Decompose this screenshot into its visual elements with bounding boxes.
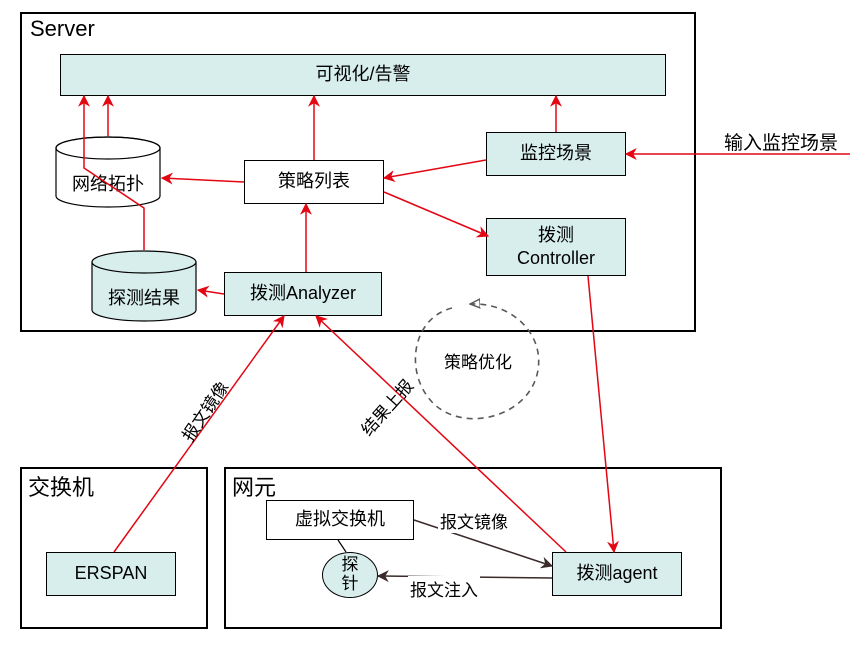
edge-label-inject: 报文注入 (408, 576, 480, 601)
analyzer-node: 拨测Analyzer (224, 272, 382, 316)
result-cylinder: 探测结果 (90, 250, 198, 322)
topology-label: 网络拓扑 (54, 170, 162, 196)
dashed-loop-label: 策略优化 (444, 348, 512, 373)
vswitch-node-label: 虚拟交换机 (295, 508, 385, 531)
monitor-node: 监控场景 (486, 132, 626, 176)
policy-node: 策略列表 (244, 160, 384, 204)
viz-node-label: 可视化/告警 (315, 63, 410, 86)
analyzer-node-label: 拨测Analyzer (250, 282, 356, 305)
switch-label: 交换机 (28, 470, 94, 502)
edge-label-mirror1: 报文镜像 (175, 375, 234, 445)
edge-label-mirror2: 报文镜像 (438, 508, 510, 533)
erspan-node-label: ERSPAN (75, 562, 148, 585)
policy-node-label: 策略列表 (278, 170, 350, 193)
monitor-node-label: 监控场景 (520, 142, 592, 165)
server-label: Server (30, 16, 95, 42)
result-label: 探测结果 (90, 284, 198, 310)
input-scene-label: 输入监控场景 (724, 128, 838, 155)
erspan-node: ERSPAN (46, 552, 176, 596)
vswitch-node: 虚拟交换机 (266, 500, 414, 540)
netelem-label: 网元 (232, 470, 276, 502)
topology-cylinder: 网络拓扑 (54, 136, 162, 208)
agent-node: 拨测agent (552, 552, 682, 596)
controller-node-label: 拨测 Controller (517, 224, 595, 271)
probe-node-label: 探 针 (342, 556, 359, 593)
controller-node: 拨测 Controller (486, 218, 626, 276)
viz-node: 可视化/告警 (60, 54, 666, 96)
edge-label-upload: 结果上报 (354, 373, 418, 440)
netelem-container (224, 467, 722, 629)
agent-node-label: 拨测agent (576, 562, 657, 585)
probe-node: 探 针 (322, 552, 378, 598)
